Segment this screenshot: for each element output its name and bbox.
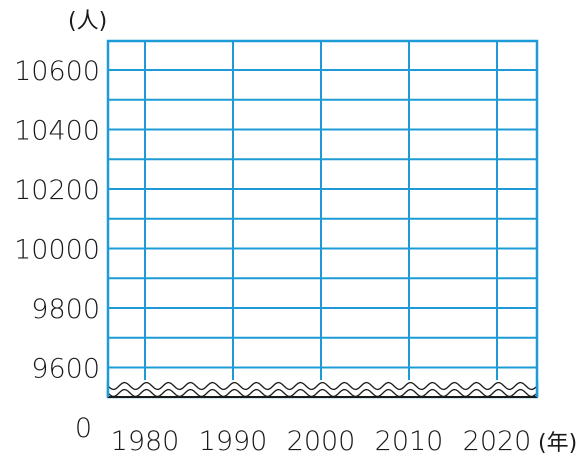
y-tick-label-9800: 9800 xyxy=(31,294,100,325)
y-tick-label-10200: 10200 xyxy=(14,175,100,206)
axis-break xyxy=(106,380,539,398)
x-axis-label: (年) xyxy=(538,431,577,456)
y-tick-label-10400: 10400 xyxy=(14,116,100,147)
axis-break-wave-upper xyxy=(107,381,537,391)
y-tick-labels: 10600 10400 10200 10000 9800 9600 xyxy=(14,56,100,385)
y-axis-label: (人) xyxy=(68,9,107,34)
x-tick-label-1990: 1990 xyxy=(199,426,268,457)
x-tick-label-2000: 2000 xyxy=(287,426,356,457)
y-tick-label-zero: 0 xyxy=(75,413,92,444)
x-tick-label-2010: 2010 xyxy=(375,426,444,457)
y-tick-label-10600: 10600 xyxy=(14,56,100,87)
x-tick-labels: 1980 1990 2000 2010 2020 xyxy=(111,426,532,457)
y-tick-label-10000: 10000 xyxy=(14,235,100,266)
x-tick-label-2020: 2020 xyxy=(463,426,532,457)
x-tick-label-1980: 1980 xyxy=(111,426,180,457)
y-tick-label-9600: 9600 xyxy=(31,354,100,385)
chart-grid xyxy=(106,39,539,399)
